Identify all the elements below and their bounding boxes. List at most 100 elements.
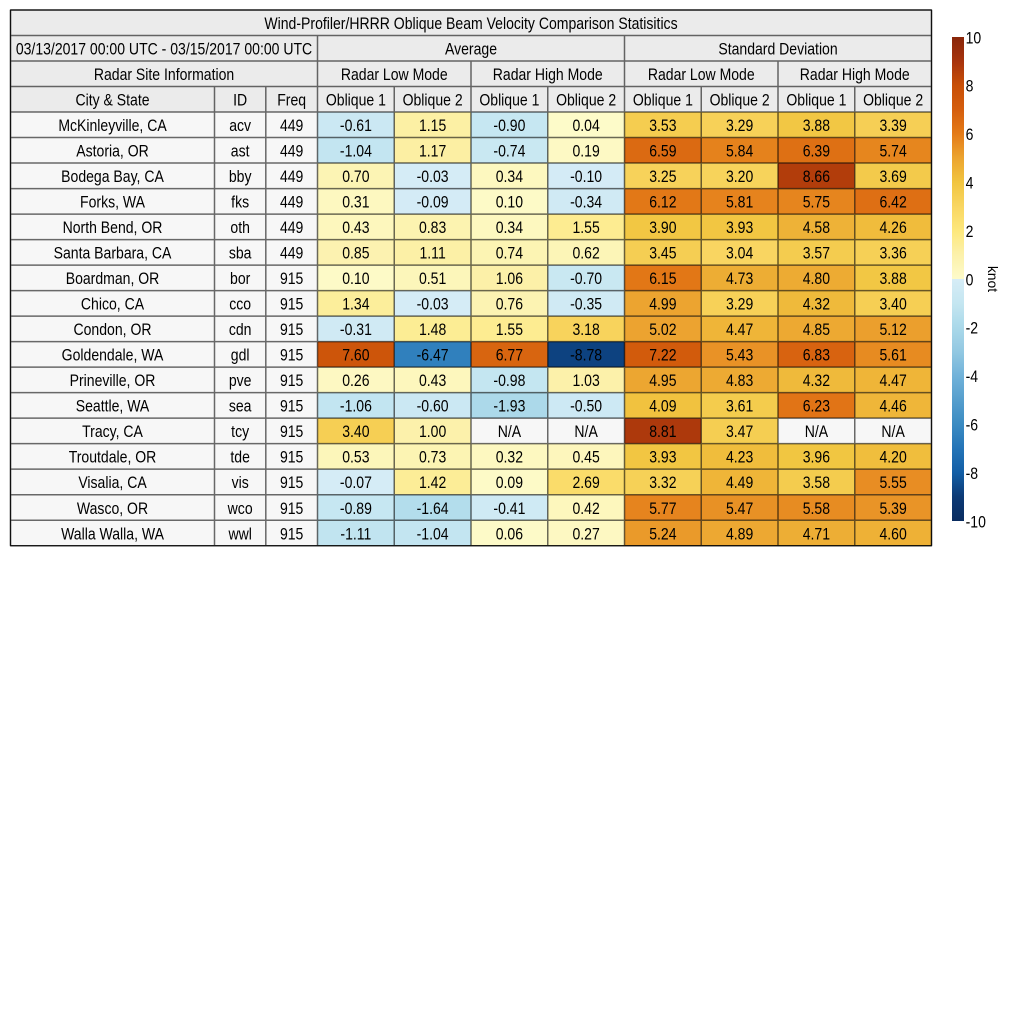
svg-text:4.71: 4.71 [803,525,830,543]
svg-text:10: 10 [966,29,982,47]
svg-text:4.47: 4.47 [726,321,753,339]
svg-text:Bodega Bay, CA: Bodega Bay, CA [61,168,164,186]
svg-text:3.45: 3.45 [649,245,676,263]
svg-text:4: 4 [966,174,974,192]
svg-text:sba: sba [229,245,252,263]
svg-text:cdn: cdn [229,321,252,339]
svg-text:7.60: 7.60 [342,347,369,365]
svg-text:449: 449 [280,245,303,263]
svg-text:1.55: 1.55 [496,321,523,339]
svg-text:0.34: 0.34 [496,219,524,237]
svg-text:-2: -2 [966,320,978,338]
svg-text:0.19: 0.19 [572,143,599,161]
svg-text:5.43: 5.43 [726,347,753,365]
svg-text:3.32: 3.32 [649,474,676,492]
svg-text:Oblique 1: Oblique 1 [326,91,386,109]
svg-text:3.93: 3.93 [649,449,676,467]
svg-text:-0.74: -0.74 [493,143,525,161]
svg-text:N/A: N/A [805,423,829,441]
svg-text:5.58: 5.58 [803,500,830,518]
svg-text:6.77: 6.77 [496,347,523,365]
svg-text:1.34: 1.34 [342,296,370,314]
svg-text:Oblique 2: Oblique 2 [863,91,923,109]
svg-text:8.66: 8.66 [803,168,830,186]
svg-text:North Bend, OR: North Bend, OR [63,219,163,237]
svg-text:915: 915 [280,398,303,416]
svg-text:-0.98: -0.98 [493,372,525,390]
svg-text:915: 915 [280,474,303,492]
svg-text:0.51: 0.51 [419,270,446,288]
svg-text:3.29: 3.29 [726,296,753,314]
svg-text:5.12: 5.12 [879,321,906,339]
svg-text:449: 449 [280,219,303,237]
svg-text:3.61: 3.61 [726,398,753,416]
svg-text:3.53: 3.53 [649,117,676,135]
svg-text:3.93: 3.93 [726,219,753,237]
svg-text:-0.70: -0.70 [570,270,602,288]
svg-text:449: 449 [280,168,303,186]
svg-text:City & State: City & State [75,91,149,109]
svg-text:-0.09: -0.09 [417,194,449,212]
svg-text:2.69: 2.69 [572,474,599,492]
svg-text:0.74: 0.74 [496,245,524,263]
svg-text:0.04: 0.04 [572,117,600,135]
svg-text:3.40: 3.40 [342,423,369,441]
svg-text:449: 449 [280,143,303,161]
svg-text:4.32: 4.32 [803,372,830,390]
svg-text:6.42: 6.42 [879,194,906,212]
svg-text:-0.03: -0.03 [417,296,449,314]
svg-text:1.00: 1.00 [419,423,446,441]
svg-text:5.84: 5.84 [726,143,754,161]
svg-text:3.36: 3.36 [879,245,906,263]
svg-text:3.25: 3.25 [649,168,676,186]
svg-text:0.27: 0.27 [572,525,599,543]
svg-text:McKinleyville, CA: McKinleyville, CA [58,117,167,135]
svg-text:915: 915 [280,321,303,339]
svg-text:4.85: 4.85 [803,321,830,339]
svg-text:Boardman, OR: Boardman, OR [66,270,160,288]
svg-text:3.58: 3.58 [803,474,830,492]
svg-text:Oblique 2: Oblique 2 [403,91,463,109]
svg-text:3.88: 3.88 [803,117,830,135]
svg-text:1.03: 1.03 [572,372,599,390]
svg-text:-0.35: -0.35 [570,296,602,314]
svg-text:0.73: 0.73 [419,449,446,467]
svg-text:5.39: 5.39 [879,500,906,518]
svg-text:4.80: 4.80 [803,270,830,288]
svg-text:wco: wco [227,500,253,518]
svg-text:Radar High Mode: Radar High Mode [493,66,603,84]
svg-text:Prineville, OR: Prineville, OR [70,372,156,390]
svg-text:1.06: 1.06 [496,270,523,288]
svg-text:-1.04: -1.04 [340,143,372,161]
svg-text:N/A: N/A [881,423,905,441]
svg-text:4.99: 4.99 [649,296,676,314]
svg-text:4.83: 4.83 [726,372,753,390]
svg-text:-0.61: -0.61 [340,117,372,135]
svg-text:-10: -10 [966,513,986,531]
svg-text:4.47: 4.47 [879,372,906,390]
svg-text:4.58: 4.58 [803,219,830,237]
svg-text:Radar Site Information: Radar Site Information [94,66,234,84]
svg-text:Radar Low Mode: Radar Low Mode [341,66,448,84]
svg-text:0.43: 0.43 [342,219,369,237]
svg-text:0.83: 0.83 [419,219,446,237]
svg-text:3.96: 3.96 [803,449,830,467]
svg-text:knot: knot [985,266,1001,292]
svg-text:bby: bby [229,168,252,186]
svg-text:Standard Deviation: Standard Deviation [718,40,837,58]
svg-text:Santa Barbara, CA: Santa Barbara, CA [54,245,172,263]
svg-text:6.23: 6.23 [803,398,830,416]
svg-text:Seattle, WA: Seattle, WA [76,398,150,416]
svg-text:3.40: 3.40 [879,296,906,314]
svg-text:Wind-Profiler/HRRR Oblique Bea: Wind-Profiler/HRRR Oblique Beam Velocity… [264,15,677,33]
svg-text:oth: oth [230,219,250,237]
svg-text:-1.06: -1.06 [340,398,372,416]
svg-text:0.32: 0.32 [496,449,523,467]
svg-text:0.10: 0.10 [496,194,523,212]
svg-text:Walla Walla, WA: Walla Walla, WA [61,525,165,543]
svg-text:-0.50: -0.50 [570,398,602,416]
svg-text:N/A: N/A [574,423,598,441]
svg-text:Goldendale, WA: Goldendale, WA [62,347,164,365]
svg-text:2: 2 [966,223,974,241]
svg-text:Chico, CA: Chico, CA [81,296,145,314]
